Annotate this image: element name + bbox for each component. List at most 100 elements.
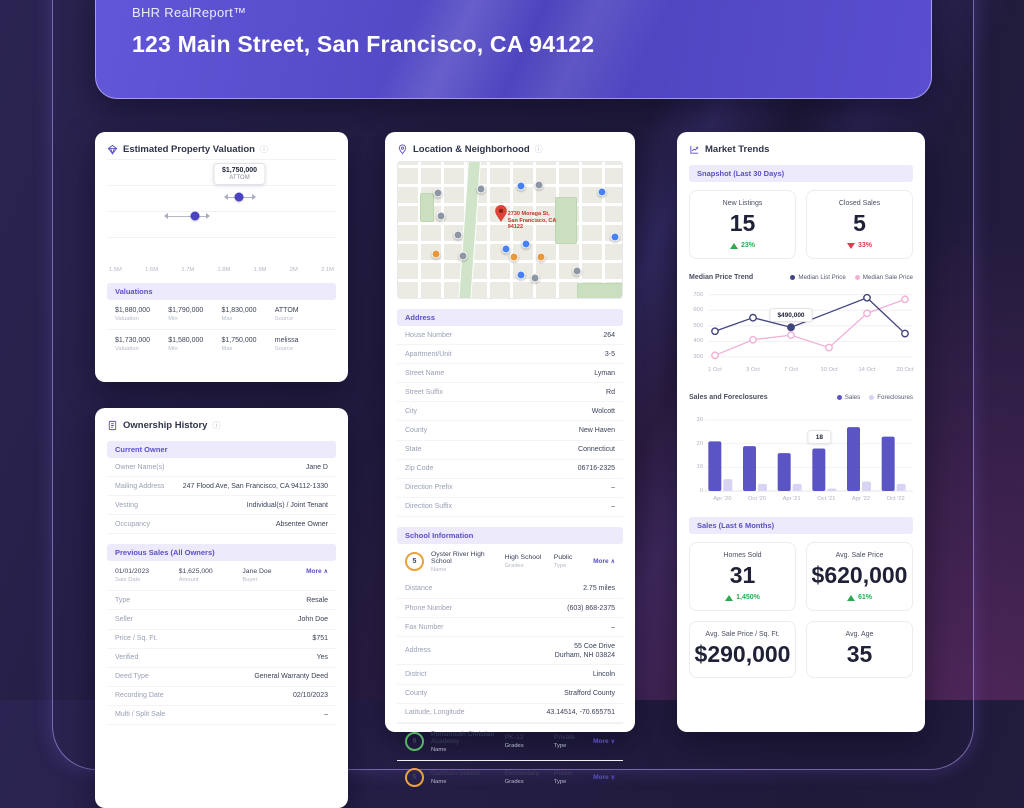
poi-pin[interactable] — [501, 244, 511, 254]
map[interactable]: 2730 Moraga St, San Francisco, CA 94122 — [397, 161, 623, 299]
school-name-label: Name — [431, 746, 447, 753]
info-icon[interactable]: ⓘ — [534, 145, 543, 154]
sales-bar[interactable] — [708, 441, 722, 491]
more-button[interactable]: More — [593, 738, 615, 745]
row-label: City — [405, 407, 418, 415]
chart-point[interactable] — [863, 309, 871, 318]
poi-pin[interactable] — [534, 180, 544, 190]
detail-row: Vesting Individual(s) / Joint Tenant — [107, 496, 336, 516]
valuation-card-header: Estimated Property Valuation ⓘ — [107, 144, 336, 155]
chart-point[interactable] — [711, 351, 719, 360]
poi-pin[interactable] — [436, 211, 446, 221]
poi-pin[interactable] — [476, 184, 486, 194]
sale-date-label: Sale Date — [115, 577, 141, 584]
more-button[interactable]: More — [593, 774, 615, 781]
sale-summary-row: 01/01/2023 Sale Date $1,625,000 Amount Jan… — [107, 561, 336, 592]
range-cap-left — [224, 194, 229, 200]
detail-row: Mailing Address 247 Flood Ave, San Franci… — [107, 477, 336, 497]
x-axis-label: 7 Oct — [784, 367, 798, 373]
poi-pin[interactable] — [458, 251, 468, 261]
map-park — [577, 283, 622, 298]
poi-pin[interactable] — [516, 270, 526, 280]
chart-point[interactable] — [901, 295, 909, 304]
chart-point[interactable] — [901, 329, 909, 338]
max-value: $1,830,000 — [221, 307, 257, 314]
school-rating-badge: 5 — [405, 552, 424, 572]
info-icon[interactable]: ⓘ — [259, 145, 268, 154]
row-value: 3-5 — [604, 350, 615, 358]
detail-row: Deed Type General Warranty Deed — [107, 668, 336, 687]
x-axis-label: Apr '21 — [782, 496, 801, 502]
stat-label: Homes Sold — [723, 552, 762, 559]
sales-bar[interactable] — [777, 453, 791, 491]
chart-point[interactable] — [749, 313, 757, 322]
valuation-slider-handle[interactable] — [234, 192, 244, 202]
foreclosures-bar[interactable] — [896, 483, 906, 491]
poi-pin[interactable] — [516, 181, 526, 191]
ownership-card-header: Ownership History ⓘ — [107, 420, 336, 431]
foreclosures-bar[interactable] — [723, 479, 733, 491]
poi-pin[interactable] — [433, 188, 443, 198]
detail-row: City Wolcott — [397, 402, 623, 422]
row-value: Individual(s) / Joint Tenant — [246, 501, 328, 509]
row-value: General Warranty Deed — [254, 673, 328, 681]
triangle-up-icon — [729, 242, 738, 249]
poi-pin[interactable] — [509, 252, 519, 262]
foreclosures-bar[interactable] — [758, 483, 767, 491]
foreclosures-bar[interactable] — [827, 488, 837, 491]
axis-tick: 2.1M — [321, 267, 334, 273]
poi-pin[interactable] — [536, 252, 546, 262]
stat-card: Homes Sold 31 1,450% — [689, 542, 796, 611]
poi-pin[interactable] — [521, 239, 531, 249]
row-value: 02/10/2023 — [292, 692, 328, 700]
poi-pin[interactable] — [431, 249, 441, 259]
foreclosures-bar[interactable] — [792, 483, 802, 491]
stat-card: New Listings 15 23% — [689, 190, 796, 259]
foreclosures-bar[interactable] — [862, 481, 871, 491]
row-value: John Doe — [298, 615, 328, 623]
sales-bar[interactable] — [743, 446, 756, 491]
axis-tick: 1.8M — [217, 267, 231, 273]
poi-pin[interactable] — [597, 187, 607, 197]
chart-point[interactable] — [787, 331, 795, 340]
valuation-card: Estimated Property Valuation ⓘ $1,750,00… — [95, 132, 348, 382]
row-value: Resale — [306, 596, 328, 604]
chart-point[interactable] — [749, 335, 757, 344]
valuation-slider-handle[interactable] — [190, 211, 200, 221]
sales-bar[interactable] — [812, 448, 826, 491]
detail-row: Multi / Split Sale – — [107, 706, 336, 726]
chart-point[interactable] — [787, 323, 795, 332]
poi-pin[interactable] — [530, 273, 540, 283]
detail-row: Fax Number – — [397, 618, 623, 638]
chart-point[interactable] — [825, 343, 833, 352]
poi-pin[interactable] — [572, 266, 582, 276]
market-card-title: Market Trends — [705, 144, 770, 155]
row-label: County — [405, 690, 428, 698]
chart-point[interactable] — [863, 293, 871, 302]
property-marker-icon[interactable] — [495, 205, 508, 227]
row-value: – — [611, 623, 615, 631]
source-value: melissa — [274, 337, 299, 344]
stat-value: $620,000 — [811, 562, 908, 588]
map-park — [420, 193, 434, 223]
sales-bar[interactable] — [881, 436, 895, 491]
row-value: 2.75 miles — [583, 585, 615, 593]
x-axis-label: 3 Oct — [746, 367, 760, 373]
stat-delta: 23% — [740, 242, 755, 249]
row-label: Verified — [115, 654, 139, 662]
school-name: Portsmouth Christian Academy — [431, 730, 495, 745]
row-label: District — [405, 670, 427, 678]
poi-pin[interactable] — [453, 230, 463, 240]
poi-pin[interactable] — [610, 232, 620, 242]
chart-point[interactable] — [711, 327, 719, 336]
sales-chart-title: Sales and Foreclosures — [689, 394, 768, 401]
detail-row: Type Resale — [107, 591, 336, 611]
row-label: House Number — [405, 331, 453, 339]
sales-bar[interactable] — [847, 427, 860, 491]
more-button[interactable]: More — [593, 558, 615, 565]
more-button[interactable]: More — [306, 568, 328, 575]
market-trends-card: Market Trends Snapshot (Last 30 Days) Ne… — [677, 132, 925, 732]
sales-chart-legend: Sales Foreclosures — [836, 394, 913, 401]
info-icon[interactable]: ⓘ — [212, 421, 221, 430]
detail-row: Recording Date 02/10/2023 — [107, 687, 336, 706]
